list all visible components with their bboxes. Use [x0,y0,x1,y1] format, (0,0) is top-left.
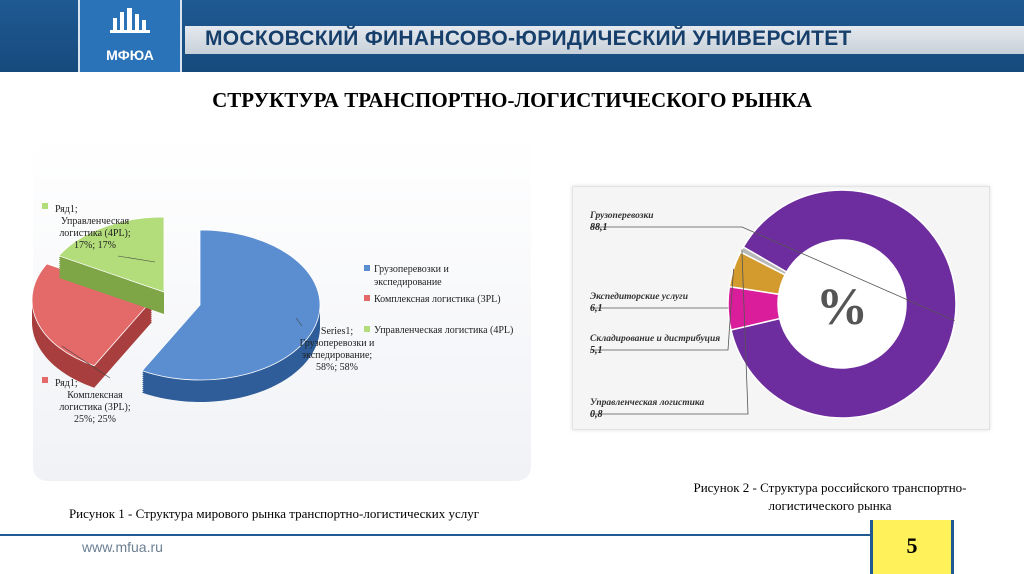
university-name: МОСКОВСКИЙ ФИНАНСОВО-ЮРИДИЧЕСКИЙ УНИВЕРС… [205,27,852,50]
chart2-leader-2 [590,268,734,351]
chart1-legend-label-2: Управленческая логистика (4PL) [374,325,513,336]
chart1-data-label-blue-3: 58%; 58% [316,362,358,373]
page-number: 5 [906,533,918,558]
chart2-center-label: % [816,279,868,336]
chart1-leader-red [61,345,111,379]
chart1-slice-0 [141,229,321,402]
header-band [185,26,1024,54]
chart1-leader-blue [295,317,303,327]
chart1-legend-label-1: Комплексная логистика (3PL) [374,294,501,305]
chart2-label-0: Грузоперевозки [589,211,654,221]
chart2-leader-3 [590,249,749,415]
page-title: СТРУКТУРА ТРАНСПОРТНО-ЛОГИСТИЧЕСКОГО РЫН… [212,88,812,112]
chart1-data-label-blue-2: экспедирование; [302,350,373,361]
chart1-legend-swatch-2 [364,326,370,332]
chart1-label-marker-red [42,377,48,383]
chart2-label-2: Складирование и дистрибуция [590,333,720,344]
logo-text: МФЮА [106,47,154,63]
figure2-caption-line2: логистического рынка [768,498,892,513]
chart1-data-label-red-1: Комплексная [67,390,123,401]
chart1-data-label-blue-1: Грузоперевозки и [300,338,375,349]
figure2-caption-line1: Рисунок 2 - Структура российского трансп… [693,480,967,495]
chart2-leader-0 [590,226,955,322]
chart1-data-label-green-3: 17%; 17% [74,240,116,251]
chart1-legend-swatch-1 [364,295,370,301]
chart1-data-label-red-3: 25%; 25% [74,414,116,425]
chart2-value-0: 88,1 [590,222,608,233]
chart1-data-label-red-2: логистика (3PL); [59,402,131,413]
chart2-value-3: 0,8 [590,409,603,420]
footer-line [0,534,930,536]
chart1-data-label-green-2: логистика (4PL); [59,228,131,239]
chart2-value-2: 5,1 [590,345,603,356]
chart1-data-label-red-0: Ряд1; [55,378,78,389]
chart1-legend-swatch-0 [364,265,370,271]
chart1-data-label-green-0: Ряд1; [55,204,78,215]
chart2-hole [778,240,906,368]
chart1-legend-label-0b: экспедирование [374,277,442,288]
chart2-label-1: Экспедиторские услуги [590,291,688,302]
chart1-legend-label-0a: Грузоперевозки и [374,264,449,275]
chart2-label-3: Управленческая логистика [590,398,705,408]
header-bar: МФЮА МОСКОВСКИЙ ФИНАНСОВО-ЮРИДИЧЕСКИЙ УН… [0,0,1024,72]
logo-building-icon [110,8,150,33]
page-number-box: 5 [870,520,954,574]
chart2-value-1: 6,1 [590,303,603,314]
chart1-leader-green [117,255,156,263]
chart1-label-marker-green [42,203,48,209]
chart1-slice-2 [58,216,165,314]
figure1-caption: Рисунок 1 - Структура мирового рынка тра… [68,506,480,521]
university-logo: МФЮА [78,0,182,72]
chart1-data-label-green-1: Управленческая [61,216,130,227]
chart1-data-label-blue-0: Series1; [321,326,353,337]
footer-url: www.mfua.ru [82,539,163,555]
